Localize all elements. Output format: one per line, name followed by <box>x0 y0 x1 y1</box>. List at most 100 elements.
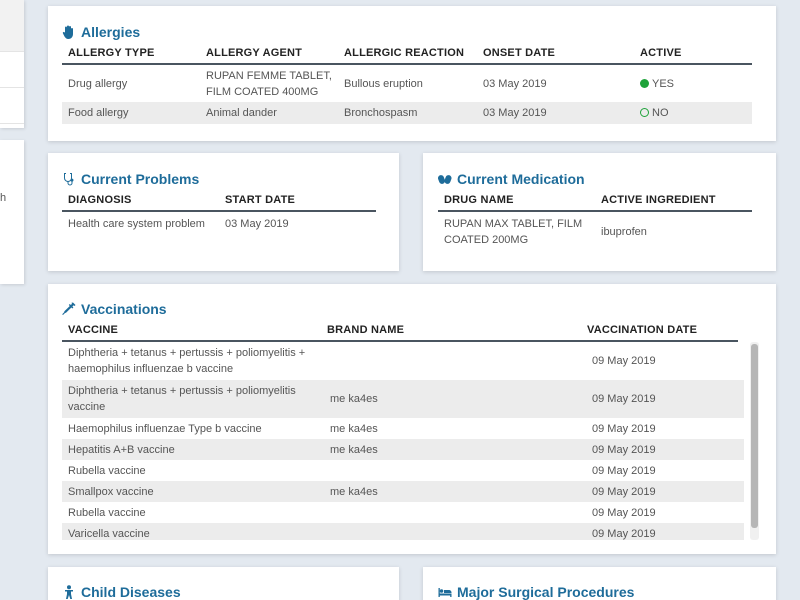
brand-name <box>324 502 586 523</box>
vaccination-date: 09 May 2019 <box>592 355 656 367</box>
vaccination-date: 09 May 2019 <box>592 464 656 477</box>
current-medication-card <box>423 153 776 271</box>
brand-name <box>324 460 586 481</box>
table-row[interactable]: Diphtheria + tetanus + pertussis + polio… <box>62 342 744 380</box>
vaccine-name: Haemophilus influenzae Type b vaccine <box>68 422 262 435</box>
table-row[interactable]: Varicella vaccine 09 May 2019 <box>62 523 744 540</box>
column-header[interactable]: VACCINATION DATE <box>581 321 738 342</box>
surgical-procedures-title: Major Surgical Procedures <box>438 584 634 600</box>
column-header[interactable]: DIAGNOSIS <box>62 191 219 212</box>
current-problems-table: DIAGNOSIS START DATE Health care system … <box>62 191 376 235</box>
vaccine-name: Hepatitis A+B vaccine <box>62 439 324 460</box>
surgical-procedures-card <box>423 567 776 600</box>
table-row[interactable]: RUPAN MAX TABLET, FILM COATED 200MG ibupr… <box>438 211 752 251</box>
allergy-agent-line: FILM COATED 400MG <box>206 85 319 98</box>
brand-name <box>324 523 586 540</box>
column-header[interactable]: VACCINE <box>62 321 321 342</box>
vaccine-name: Smallpox vaccine <box>62 481 324 502</box>
table-header-row: DRUG NAME ACTIVE INGREDIENT <box>438 191 752 212</box>
drug-name-line: COATED 200MG <box>444 233 529 246</box>
inactive-dot-icon <box>640 108 649 117</box>
table-row[interactable]: Health care system problem 03 May 2019 <box>62 211 376 235</box>
scrollbar-thumb[interactable] <box>751 344 758 528</box>
table-row[interactable]: Haemophilus influenzae Type b vaccine me… <box>62 418 744 439</box>
child-diseases-title-text: Child Diseases <box>81 584 181 600</box>
column-header[interactable]: ALLERGIC REACTION <box>338 44 477 65</box>
vaccine-name-line: haemophilus influenzae b vaccine <box>68 363 234 375</box>
brand-name: me ka4es <box>324 481 586 502</box>
vaccination-date: 09 May 2019 <box>586 439 744 460</box>
left-panel-mid: h <box>0 140 24 284</box>
vaccine-name-line: Diphtheria + tetanus + pertussis + polio… <box>68 347 306 359</box>
allergy-agent-line: RUPAN FEMME TABLET, <box>206 69 332 82</box>
left-panel-text-fragment: h <box>0 192 7 204</box>
table-header-row: ALLERGY TYPE ALLERGY AGENT ALLERGIC REAC… <box>62 44 752 65</box>
drug-name-line: RUPAN MAX TABLET, FILM <box>444 217 583 230</box>
vaccinations-header: VACCINE BRAND NAME VACCINATION DATE <box>62 321 738 342</box>
table-row[interactable]: Smallpox vaccine me ka4es 09 May 2019 <box>62 481 744 502</box>
stethoscope-icon <box>63 173 74 186</box>
allergy-type: Drug allergy <box>68 77 128 90</box>
active-dot-icon <box>640 78 649 88</box>
bed-icon <box>438 588 452 597</box>
drug-name: RUPAN MAX TABLET, FILM COATED 200MG <box>438 211 595 251</box>
onset-date: 03 May 2019 <box>477 102 634 124</box>
table-row[interactable]: Hepatitis A+B vaccine me ka4es 09 May 20… <box>62 439 744 460</box>
vaccination-date: 09 May 2019 <box>586 380 744 418</box>
table-row[interactable]: Rubella vaccine 09 May 2019 <box>62 460 744 481</box>
allergies-title-text: Allergies <box>81 24 141 40</box>
child-icon <box>65 585 73 599</box>
column-header[interactable]: ONSET DATE <box>477 44 634 65</box>
vaccinations-table: Diphtheria + tetanus + pertussis + polio… <box>62 342 744 540</box>
vaccine-name: Rubella vaccine <box>68 464 146 477</box>
table-row[interactable]: Food allergy Animal dander Bronchospasm … <box>62 102 752 124</box>
column-header[interactable]: ACTIVE INGREDIENT <box>595 191 752 212</box>
onset-date: 03 May 2019 <box>483 77 547 90</box>
column-header[interactable]: ALLERGY AGENT <box>200 44 338 65</box>
vaccine-name: Diphtheria + tetanus + pertussis + polio… <box>62 380 324 418</box>
left-panel-row[interactable] <box>0 88 24 124</box>
allergy-agent: RUPAN FEMME TABLET, FILM COATED 400MG <box>200 64 338 102</box>
vaccinations-scroll-area[interactable]: Diphtheria + tetanus + pertussis + polio… <box>62 342 744 540</box>
vaccinations-title-text: Vaccinations <box>81 301 167 317</box>
column-header[interactable]: ALLERGY TYPE <box>62 44 200 65</box>
vaccination-date: 09 May 2019 <box>592 422 656 435</box>
column-header[interactable]: BRAND NAME <box>321 321 581 342</box>
left-panel-row[interactable] <box>0 0 24 52</box>
current-medication-table: DRUG NAME ACTIVE INGREDIENT RUPAN MAX TA… <box>438 191 752 251</box>
syringe-icon <box>62 302 76 315</box>
pills-icon <box>438 175 452 184</box>
vaccination-date: 09 May 2019 <box>592 506 656 519</box>
brand-name <box>324 342 586 380</box>
vaccine-name-line: vaccine <box>68 401 106 413</box>
vaccine-name: Varicella vaccine <box>62 523 324 540</box>
allergies-title: Allergies <box>62 24 140 40</box>
hand-icon <box>62 25 73 39</box>
active-ingredient: ibuprofen <box>601 225 647 238</box>
column-header[interactable]: START DATE <box>219 191 376 212</box>
active-status: NO <box>634 102 752 124</box>
allergic-reaction: Bullous eruption <box>344 77 423 90</box>
vaccination-date: 09 May 2019 <box>586 523 744 540</box>
child-diseases-title: Child Diseases <box>62 584 181 600</box>
allergy-type: Food allergy <box>62 102 200 124</box>
table-header-row: DIAGNOSIS START DATE <box>62 191 376 212</box>
vaccinations-scrollbar[interactable] <box>750 342 759 540</box>
table-row[interactable]: Drug allergy RUPAN FEMME TABLET, FILM COA… <box>62 64 752 102</box>
table-row[interactable]: Diphtheria + tetanus + pertussis + polio… <box>62 380 744 418</box>
vaccine-name: Rubella vaccine <box>68 506 146 519</box>
column-header[interactable]: ACTIVE <box>634 44 752 65</box>
allergies-table: ALLERGY TYPE ALLERGY AGENT ALLERGIC REAC… <box>62 44 752 124</box>
brand-name: me ka4es <box>324 439 586 460</box>
table-row[interactable]: Rubella vaccine 09 May 2019 <box>62 502 744 523</box>
child-diseases-card <box>48 567 399 600</box>
vaccination-date: 09 May 2019 <box>586 481 744 502</box>
brand-name: me ka4es <box>324 380 586 418</box>
allergic-reaction: Bronchospasm <box>338 102 477 124</box>
left-panel-row[interactable] <box>0 52 24 88</box>
vaccine-name: Diphtheria + tetanus + pertussis + polio… <box>62 342 324 380</box>
column-header[interactable]: DRUG NAME <box>438 191 595 212</box>
current-problems-title-text: Current Problems <box>81 171 200 187</box>
active-label: YES <box>652 77 675 90</box>
current-medication-title: Current Medication <box>438 171 585 187</box>
